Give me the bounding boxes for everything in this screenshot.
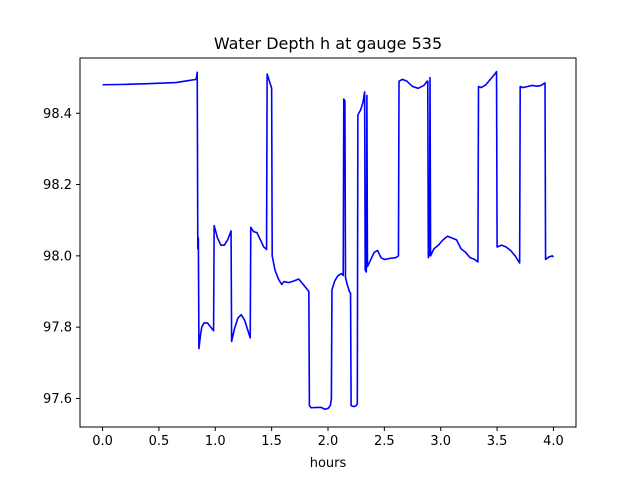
series-line-0 <box>102 70 555 410</box>
y-tick-label: 97.8 <box>43 321 72 336</box>
y-tick-label: 98.4 <box>43 107 72 122</box>
x-tick-label: 4.0 <box>543 434 564 449</box>
x-tick-label: 1.0 <box>205 434 226 449</box>
chart-title: Water Depth h at gauge 535 <box>214 34 442 53</box>
x-tick-label: 2.0 <box>318 434 339 449</box>
series-layer <box>102 70 555 410</box>
x-tick-label: 0.0 <box>92 434 113 449</box>
x-tick-label: 3.0 <box>430 434 451 449</box>
x-tick-label: 3.5 <box>487 434 508 449</box>
x-tick-label: 2.5 <box>374 434 395 449</box>
x-tick-label: 0.5 <box>149 434 170 449</box>
y-tick-label: 98.0 <box>43 249 72 264</box>
x-axis: 0.0 0.5 1.0 1.5 2.0 2.5 3.0 3.5 4.0 <box>92 427 564 449</box>
y-tick-label: 98.2 <box>43 178 72 193</box>
y-axis: 97.6 97.8 98.0 98.2 98.4 <box>43 107 80 407</box>
x-axis-label: hours <box>310 456 347 471</box>
x-tick-label: 1.5 <box>261 434 282 449</box>
plot-area-frame <box>79 57 577 428</box>
y-tick-label: 97.6 <box>43 392 72 407</box>
